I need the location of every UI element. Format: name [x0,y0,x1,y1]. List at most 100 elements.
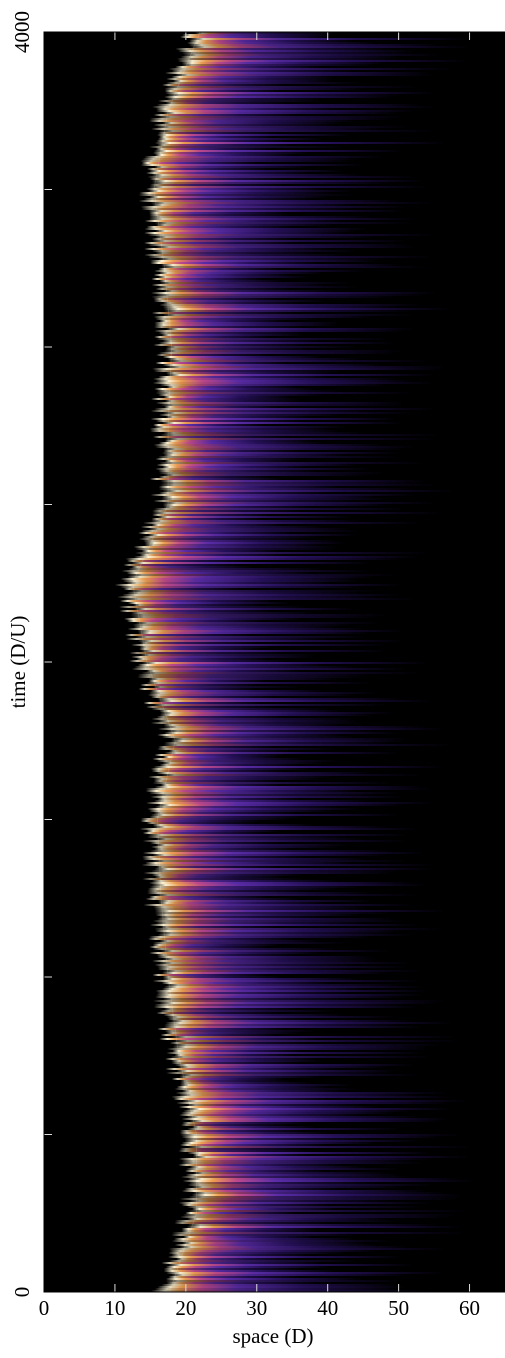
heatmap-row [131,616,378,618]
heatmap-row [180,1246,407,1248]
heatmap-row [159,1038,317,1040]
heatmap-row [153,152,310,154]
heatmap-row [158,1028,285,1030]
heatmap-row [162,982,332,984]
heatmap-row [164,350,405,352]
heatmap-row [142,662,429,664]
heatmap-row [144,198,312,200]
heatmap-row [157,734,342,736]
heatmap-row [177,58,400,60]
heatmap-row [138,532,291,534]
heatmap-row [150,184,283,186]
heatmap-row [177,1070,396,1072]
heatmap-row [166,1272,444,1274]
heatmap-row [137,630,405,632]
heatmap-row [147,836,351,838]
heatmap-row [153,424,264,426]
heatmap-row [138,632,370,634]
heatmap-row [185,1170,326,1172]
heatmap-row [158,258,383,260]
heatmap-row [153,686,300,688]
heatmap-row [160,320,285,322]
heatmap-row [152,718,354,720]
heatmap-row [153,920,406,922]
heatmap-row [180,1084,352,1086]
heatmap-row [152,518,263,520]
heatmap-row [160,714,374,716]
heatmap-row [165,88,365,90]
heatmap-row [189,1200,391,1202]
heatmap-row [155,894,420,896]
heatmap-row [164,406,279,408]
heatmap-row [145,862,351,864]
heatmap-row [130,652,284,654]
heatmap-row [154,388,315,390]
heatmap-row [161,926,278,928]
heatmap-row [141,164,364,166]
heatmap-row [174,1098,328,1100]
heatmap-row [158,268,279,270]
heatmap-row [156,110,414,112]
heatmap-row [166,1068,337,1070]
heatmap-row [164,1024,403,1026]
heatmap-row [153,436,286,438]
heatmap-row [154,508,405,510]
heatmap-row [156,338,387,340]
heatmap-row [150,428,333,430]
heatmap-row [158,746,274,748]
heatmap-row [163,302,302,304]
heatmap-row [135,666,358,668]
heatmap-row [167,1048,429,1050]
heatmap-row [136,658,269,660]
heatmap-row [141,526,325,528]
heatmap-row [163,502,436,504]
heatmap-row [182,1228,317,1230]
heatmap-row [149,214,290,216]
heatmap-row [167,1282,322,1284]
heatmap-row [127,592,361,594]
heatmap-row [189,44,440,46]
heatmap-row [162,972,388,974]
heatmap-row [157,748,335,750]
heatmap-row [154,780,279,782]
heatmap-row [140,642,257,644]
x-axis-label: space (D) [232,1324,313,1348]
heatmap-row [161,264,399,266]
heatmap-row [124,598,416,600]
heatmap-row [172,1232,466,1234]
heatmap-row [134,626,338,628]
heatmap-row [148,888,338,890]
heatmap-row [136,636,366,638]
heatmap-row [169,1264,413,1266]
heatmap-row [171,1234,356,1236]
heatmap-row [155,236,374,238]
heatmap-row [149,210,405,212]
heatmap-row [181,56,400,58]
heatmap-row [182,1090,342,1092]
heatmap-row [153,944,280,946]
heatmap-row [163,504,386,506]
heatmap-row [150,850,393,852]
heatmap-row [143,540,337,542]
heatmap-row [152,770,284,772]
heatmap-row [132,668,407,670]
heatmap-row [142,864,433,866]
heatmap-row [187,1128,399,1130]
heatmap-row [143,858,367,860]
heatmap-row [156,294,425,296]
heatmap-row [168,360,427,362]
heatmap-row [175,1244,378,1246]
heatmap-row [153,382,434,384]
heatmap-row [144,248,328,250]
heatmap-row [120,610,272,612]
heatmap-row [163,448,404,450]
heatmap-row [149,528,352,530]
chart: space (D) time (D/U) 010203040506004000 [0,0,505,1358]
heatmap-row [139,194,354,196]
heatmap-row [161,266,427,268]
heatmap-row [171,1254,311,1256]
heatmap-row [152,296,397,298]
heatmap-row [154,778,322,780]
heatmap-row [153,826,386,828]
heatmap-row [156,318,316,320]
